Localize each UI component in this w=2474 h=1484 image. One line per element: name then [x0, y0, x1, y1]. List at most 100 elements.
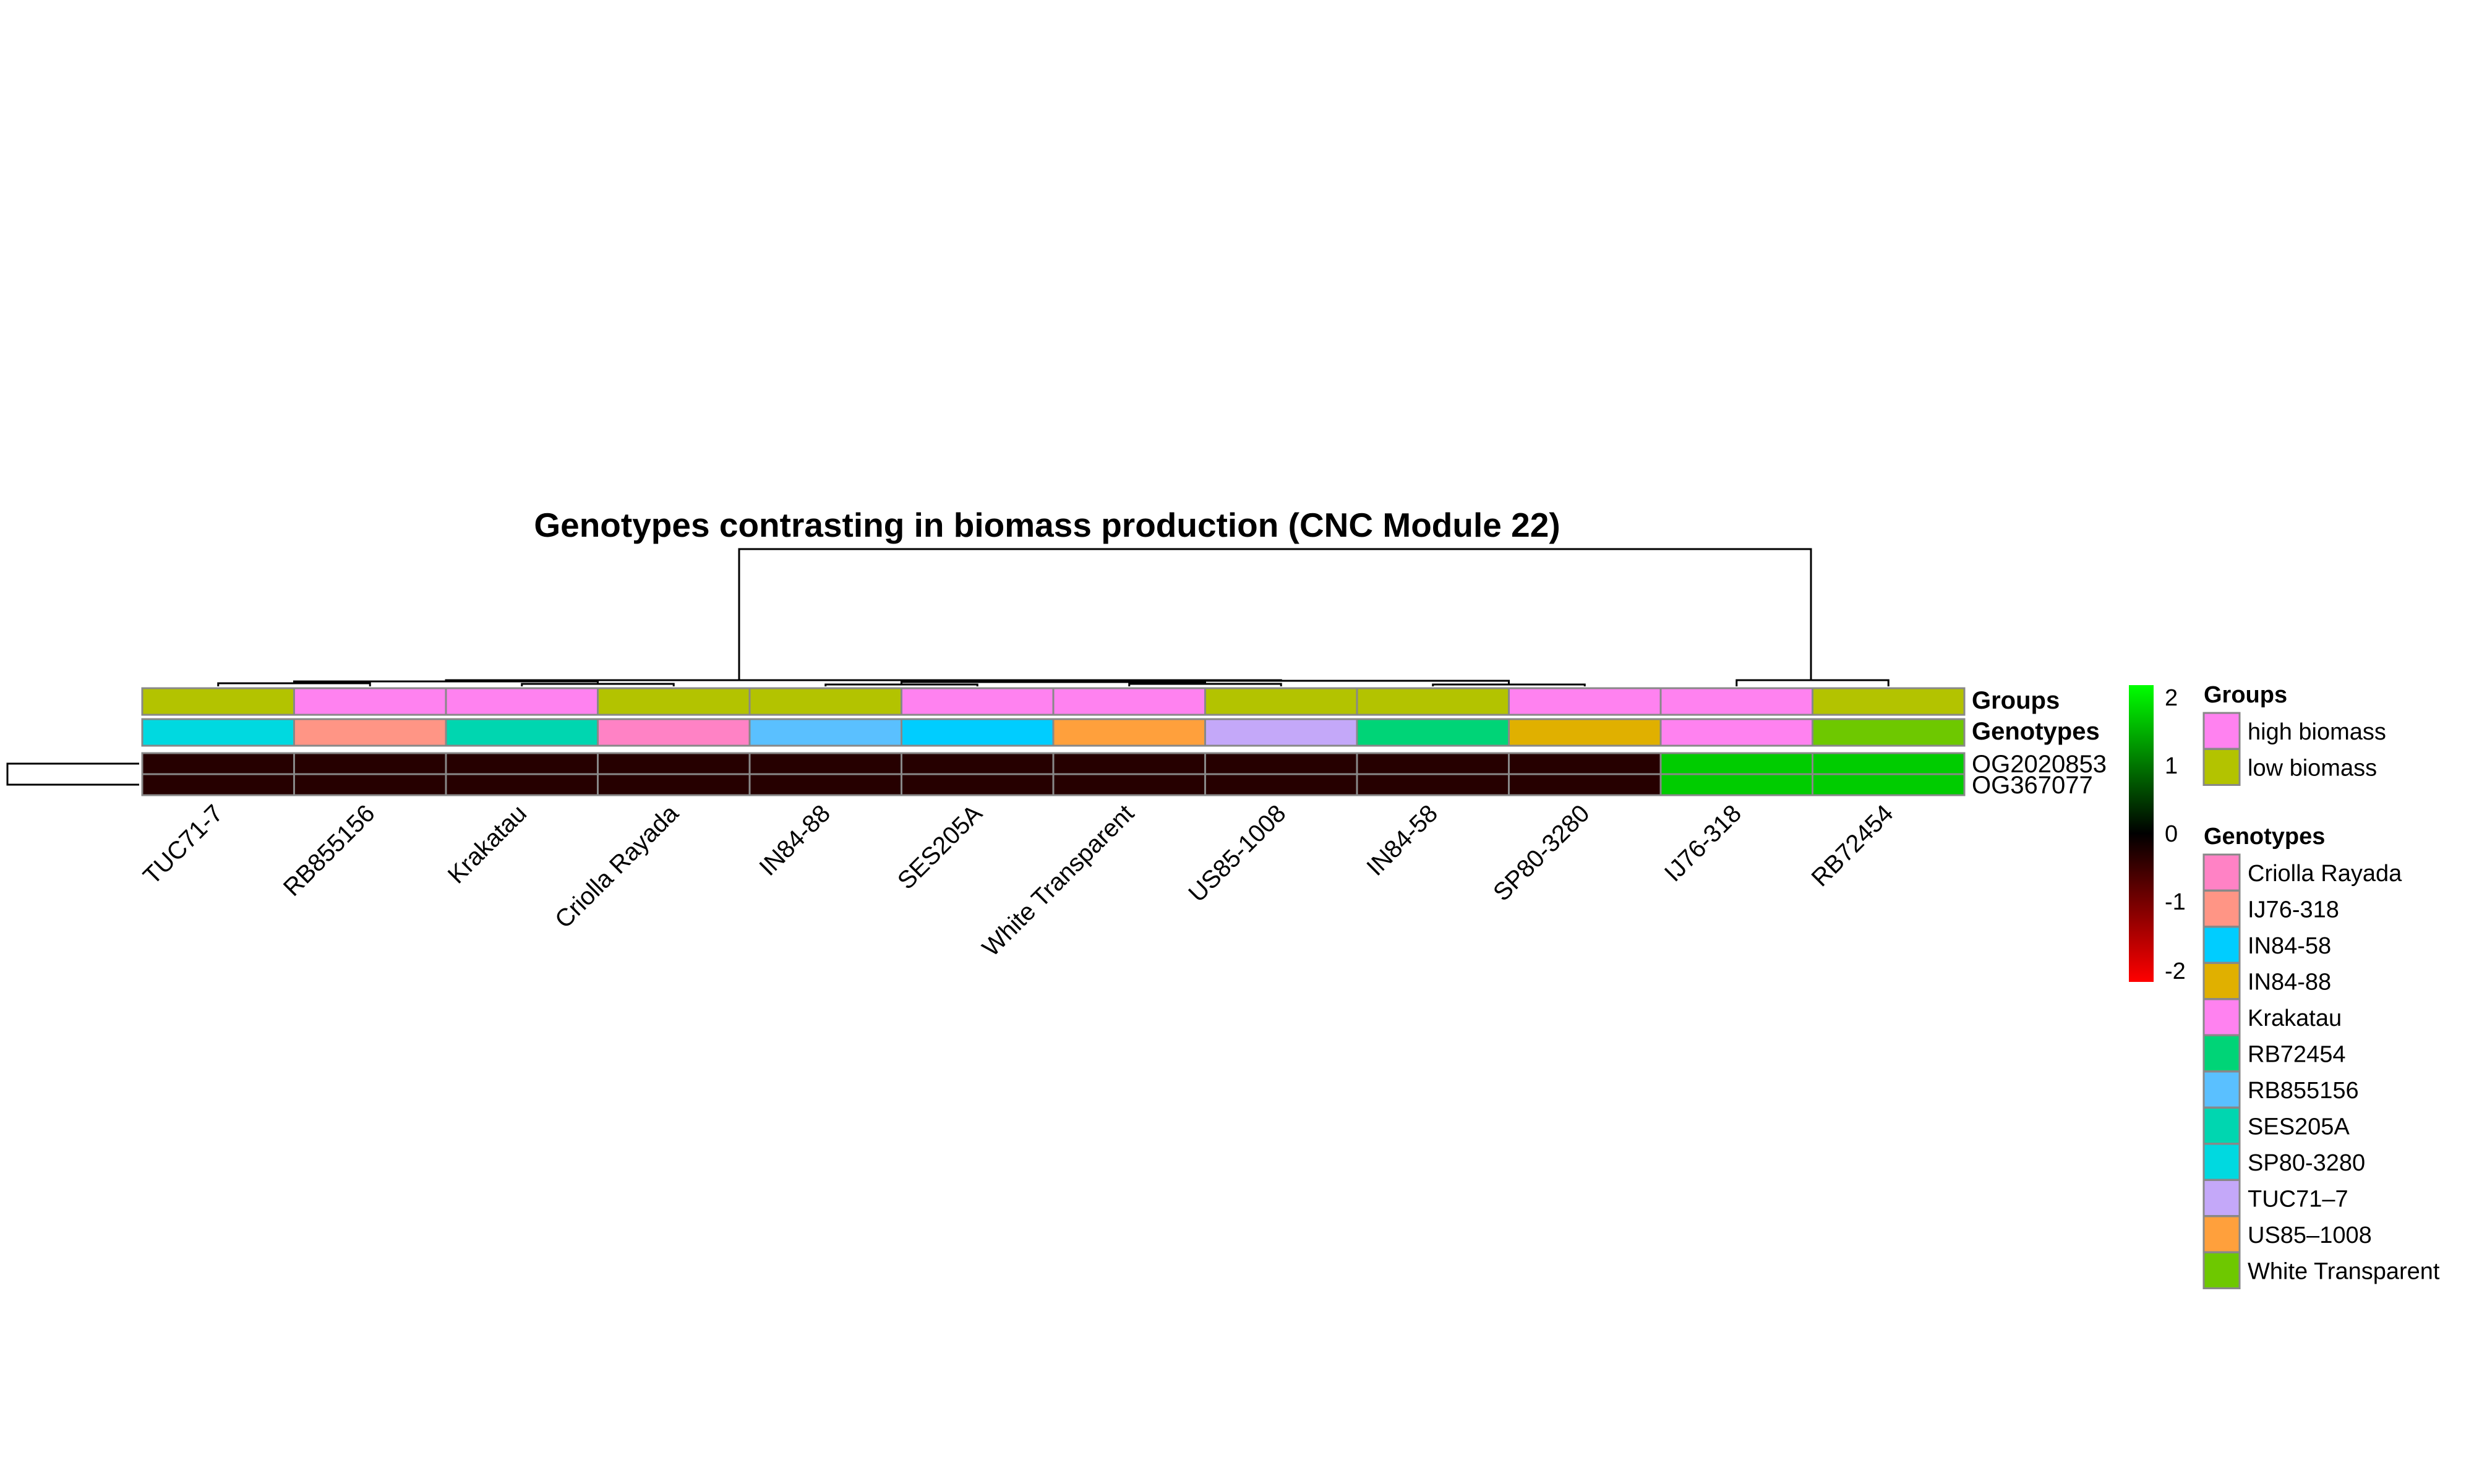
- annotation-cell-genotypes: [141, 718, 295, 747]
- heatmap-cell: [901, 773, 1055, 796]
- heatmap-cell: [1204, 752, 1358, 775]
- color-scale-legend: 2 1 0 -1 -2: [2129, 685, 2186, 984]
- heatmap-cell: [1052, 752, 1206, 775]
- annotation-legends: Groups high biomass low biomass Genotypes Cr…: [2202, 682, 2440, 1289]
- heatmap-cell: [1204, 773, 1358, 796]
- legend-swatch: [2202, 998, 2241, 1036]
- legend-swatch: [2202, 1143, 2241, 1181]
- heatmap-cell: [1508, 773, 1662, 796]
- heatmap-cell: [1659, 752, 1813, 775]
- legend-swatch: [2202, 1034, 2241, 1072]
- annotation-cell-genotypes: [1508, 718, 1662, 747]
- annotation-cell-genotypes: [293, 718, 447, 747]
- legend-swatch: [2202, 1070, 2241, 1109]
- legend-swatch: [2202, 1179, 2241, 1217]
- heatmap-cell: [1659, 773, 1813, 796]
- annotation-cell-groups: [748, 687, 902, 716]
- annotation-cell-groups: [445, 687, 599, 716]
- dendrogram-link: [1128, 683, 1282, 686]
- annotation-cell-groups: [141, 687, 295, 716]
- annotation-cell-genotypes: [1659, 718, 1813, 747]
- annotation-label-genotypes: Genotypes: [1972, 718, 2100, 745]
- legend-item-label: Criolla Rayada: [2248, 861, 2402, 887]
- column-label: White Transparent: [977, 800, 1139, 962]
- annotation-cell-genotypes: [597, 718, 751, 747]
- annotation-cell-groups: [1659, 687, 1813, 716]
- legend-item-label: RB72454: [2248, 1042, 2345, 1068]
- annotation-cell-groups: [293, 687, 447, 716]
- column-label: RB72454: [1807, 800, 1899, 892]
- color-scale-tick: 0: [2165, 821, 2178, 847]
- column-dendrogram: [217, 548, 1890, 686]
- row-label: OG367077: [1972, 772, 2093, 799]
- heatmap-cell: [1356, 773, 1510, 796]
- dendrogram-link: [217, 682, 371, 686]
- heatmap-cell: [597, 752, 751, 775]
- annotation-cell-genotypes: [1812, 718, 1966, 747]
- heatmap-cell: [901, 752, 1055, 775]
- legend-swatch: [2202, 962, 2241, 1000]
- column-label: IJ76-318: [1659, 800, 1747, 887]
- legend-item-label: SES205A: [2248, 1114, 2350, 1140]
- legend-swatch: [2202, 1107, 2241, 1145]
- annotation-cell-genotypes: [1356, 718, 1510, 747]
- heatmap-cell: [748, 773, 902, 796]
- color-scale-tick: 1: [2165, 753, 2178, 779]
- color-scale-tick: -2: [2165, 958, 2186, 984]
- column-label: RB855156: [278, 800, 380, 902]
- column-label: Krakatau: [443, 800, 532, 889]
- heatmap-cell: [445, 773, 599, 796]
- heatmap-cell: [1356, 752, 1510, 775]
- annotation-cell-groups: [597, 687, 751, 716]
- dendrogram-link: [1736, 679, 1890, 686]
- column-label: SES205A: [892, 800, 988, 895]
- heatmap-cell: [445, 752, 599, 775]
- annotation-cell-genotypes: [1204, 718, 1358, 747]
- annotation-cell-groups: [1356, 687, 1510, 716]
- color-scale-tick: 2: [2165, 685, 2178, 711]
- column-label: IN84-88: [754, 800, 836, 881]
- annotation-cell-groups: [1812, 687, 1966, 716]
- column-label: Criolla Rayada: [550, 800, 684, 934]
- legend-item-label: US85–1008: [2248, 1222, 2372, 1248]
- legend-swatch: [2202, 1252, 2241, 1289]
- dendrogram-link: [824, 683, 978, 686]
- legend-swatch: [2202, 712, 2241, 750]
- dendrogram-link: [521, 683, 675, 686]
- heatmap-cell: [293, 773, 447, 796]
- column-labels: TUC71-7 RB855156 Krakatau Criolla Rayada IN8…: [138, 800, 1898, 962]
- annotation-label-groups: Groups: [1972, 687, 2060, 714]
- legend-item-label: Krakatau: [2248, 1005, 2342, 1031]
- legend-title-genotypes: Genotypes: [2204, 824, 2325, 850]
- heatmap-cell: [1812, 752, 1966, 775]
- color-scale-tick: -1: [2165, 889, 2186, 915]
- legend-swatch: [2202, 926, 2241, 964]
- legend-swatch: [2202, 853, 2241, 892]
- heatmap-cell: [1508, 752, 1662, 775]
- legend-item-label: IN84-58: [2248, 933, 2331, 959]
- heatmap-body: [141, 752, 1966, 796]
- dendrogram-link: [738, 548, 1812, 680]
- annotation-cell-genotypes: [445, 718, 599, 747]
- heatmap-cell: [748, 752, 902, 775]
- legend-item-label: TUC71–7: [2248, 1187, 2348, 1213]
- annotation-cell-genotypes: [901, 718, 1055, 747]
- dendrogram-link: [6, 762, 139, 786]
- annotation-cell-groups: [1052, 687, 1206, 716]
- column-label: TUC71-7: [138, 800, 228, 890]
- annotation-cell-genotypes: [748, 718, 902, 747]
- heatmap-cell: [1812, 773, 1966, 796]
- column-label: US85-1008: [1183, 800, 1291, 907]
- legend-item-label: IJ76-318: [2248, 897, 2339, 923]
- annotation-cell-groups: [901, 687, 1055, 716]
- column-label: SP80-3280: [1488, 800, 1595, 906]
- annotation-cell-groups: [1204, 687, 1358, 716]
- annotation-labels: Groups Genotypes: [1972, 687, 2100, 745]
- legend-item-label: low biomass: [2248, 756, 2377, 782]
- dendrogram-link: [445, 679, 1282, 681]
- heatmap-cell: [293, 752, 447, 775]
- legend-item-label: White Transparent: [2248, 1259, 2440, 1285]
- legend-item-label: SP80-3280: [2248, 1150, 2365, 1176]
